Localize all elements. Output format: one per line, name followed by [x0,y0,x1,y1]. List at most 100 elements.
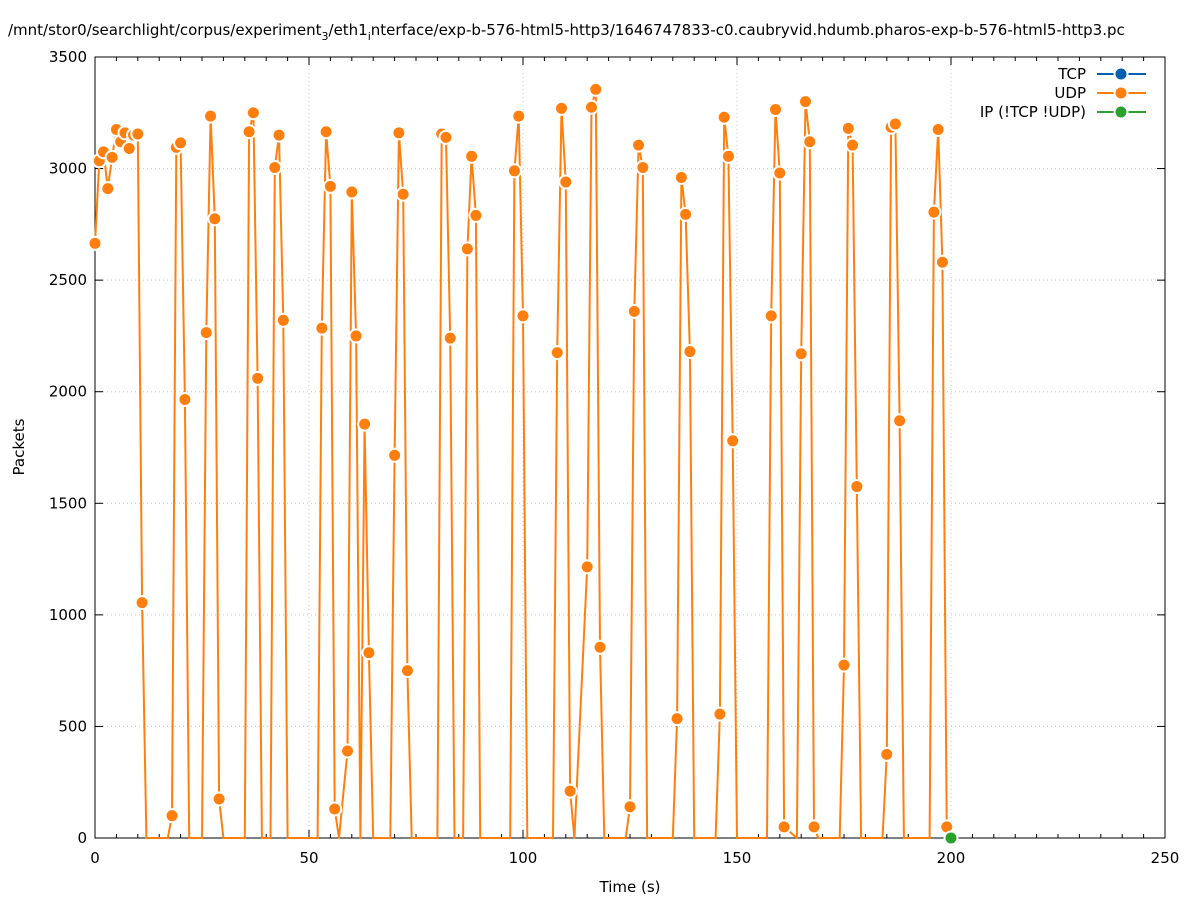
chart-title-part-2: /eth1 [329,21,368,39]
data-point [164,808,180,824]
data-point [327,801,343,817]
data-point [583,99,599,115]
legend-label: UDP [1054,84,1086,102]
data-point [203,108,219,124]
legend-marker [1113,66,1129,82]
data-point [887,116,903,132]
legend-label: TCP [1057,65,1086,83]
chart-title-subscript-1: 3 [322,30,329,43]
data-point [340,743,356,759]
data-point [720,148,736,164]
data-point [892,413,908,429]
data-point [395,186,411,202]
x-tick-label: 0 [90,849,100,867]
data-point [725,433,741,449]
x-axis-label: Time (s) [599,878,661,896]
data-point [134,595,150,611]
chart-title-part-3: nterface/exp-b-576-html5-http3/164674783… [371,21,1125,39]
data-point [357,416,373,432]
data-point [314,320,330,336]
x-tick-label: 200 [937,849,966,867]
axis-ticks [94,56,1166,839]
data-point [845,137,861,153]
x-tick-label: 250 [1151,849,1180,867]
data-point [930,122,946,138]
chart-title-part-1: /mnt/stor0/searchlight/corpus/experiment [8,21,322,39]
data-point [271,127,287,143]
data-point [797,94,813,110]
data-point [836,657,852,673]
data-point [104,149,120,165]
data-point [177,392,193,408]
data-point [468,207,484,223]
data-point [318,124,334,140]
data-point [793,346,809,362]
data-point [592,639,608,655]
data-point [626,303,642,319]
data-point [387,447,403,463]
chart-title-subscript-2: i [368,30,371,43]
data-point [506,163,522,179]
legend-marker [1113,104,1129,120]
data-point [267,159,283,175]
data-point [399,663,415,679]
series-2 [943,830,959,846]
legend-marker [1113,85,1129,101]
data-point [361,645,377,661]
data-point [121,140,137,156]
data-point [207,211,223,227]
data-point [678,206,694,222]
data-point [250,370,266,386]
y-tick-label: 3000 [49,160,87,178]
data-point [515,308,531,324]
x-tick-label: 150 [723,849,752,867]
y-tick-label: 1000 [49,606,87,624]
data-point [554,100,570,116]
series-layer [87,81,959,846]
data-point [87,235,103,251]
data-point [712,706,728,722]
x-tick-label: 50 [299,849,318,867]
data-point [806,819,822,835]
data-point [562,783,578,799]
data-point [245,105,261,121]
data-point [772,165,788,181]
y-tick-label: 2500 [49,271,87,289]
data-point [776,819,792,835]
data-point [926,204,942,220]
data-point [459,241,475,257]
data-point [635,159,651,175]
data-point [669,711,685,727]
data-point [275,312,291,328]
y-tick-label: 1500 [49,494,87,512]
data-point [464,148,480,164]
data-point [100,181,116,197]
data-point [344,184,360,200]
data-point [211,791,227,807]
data-point [588,81,604,97]
y-axis-label: Packets [10,418,28,475]
data-point [442,330,458,346]
data-point [549,345,565,361]
data-point [622,799,638,815]
data-point [241,124,257,140]
data-point [879,746,895,762]
data-point [511,108,527,124]
data-point [348,328,364,344]
legend-label: IP (!TCP !UDP) [980,103,1086,121]
y-tick-label: 0 [77,829,87,847]
data-point [673,169,689,185]
data-point [130,126,146,142]
y-tick-label: 500 [58,717,87,735]
data-point [763,308,779,324]
data-point [943,830,959,846]
data-point [682,344,698,360]
data-point [840,120,856,136]
data-point [631,137,647,153]
series-line [94,88,948,839]
data-point [322,178,338,194]
data-point [849,479,865,495]
series-1 [87,81,955,839]
